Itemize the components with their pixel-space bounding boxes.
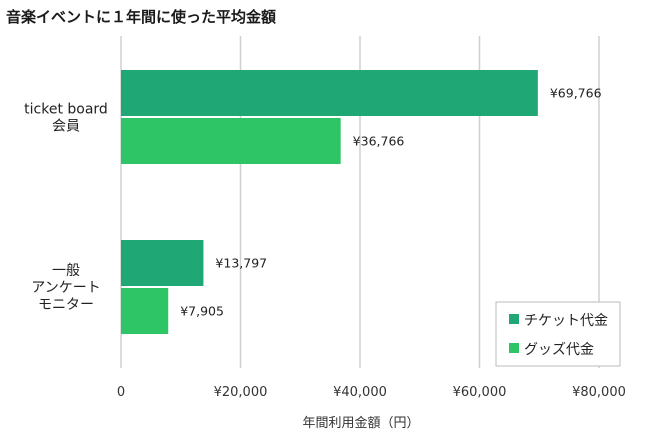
x-tick-label: ¥20,000	[214, 385, 268, 400]
chart-title: 音楽イベントに１年間に使った平均金額	[6, 8, 276, 26]
legend-label-series-2: グッズ代金	[524, 342, 594, 358]
bar	[121, 240, 204, 286]
legend-box	[495, 301, 621, 367]
bar	[121, 70, 538, 116]
x-tick-label: ¥60,000	[453, 385, 507, 400]
bars: ¥69,766 ¥36,766 ¥13,797 ¥7,905	[121, 70, 602, 334]
x-tick-labels: 0 ¥20,000 ¥40,000 ¥60,000 ¥80,000	[117, 385, 626, 400]
category-label: モニター	[38, 297, 94, 313]
category-label: アンケート	[31, 280, 100, 296]
legend: チケット代金 グッズ代金	[495, 301, 621, 367]
category-label: ticket board	[24, 102, 108, 118]
data-label: ¥36,766	[353, 134, 405, 149]
data-label: ¥7,905	[180, 304, 224, 319]
data-label: ¥13,797	[215, 256, 267, 271]
legend-swatch-series-1	[509, 314, 519, 324]
x-tick-label: 0	[117, 385, 125, 400]
x-tick-label: ¥80,000	[572, 385, 626, 400]
legend-swatch-series-2	[509, 343, 519, 353]
bar	[121, 118, 341, 164]
x-axis-label: 年間利用金額（円）	[302, 415, 419, 431]
bar	[121, 288, 169, 334]
category-label: 一般	[52, 263, 80, 279]
data-label: ¥69,766	[550, 86, 602, 101]
x-tick-label: ¥40,000	[333, 385, 387, 400]
category-label: 会員	[52, 119, 80, 135]
legend-label-series-1: チケット代金	[524, 313, 608, 329]
